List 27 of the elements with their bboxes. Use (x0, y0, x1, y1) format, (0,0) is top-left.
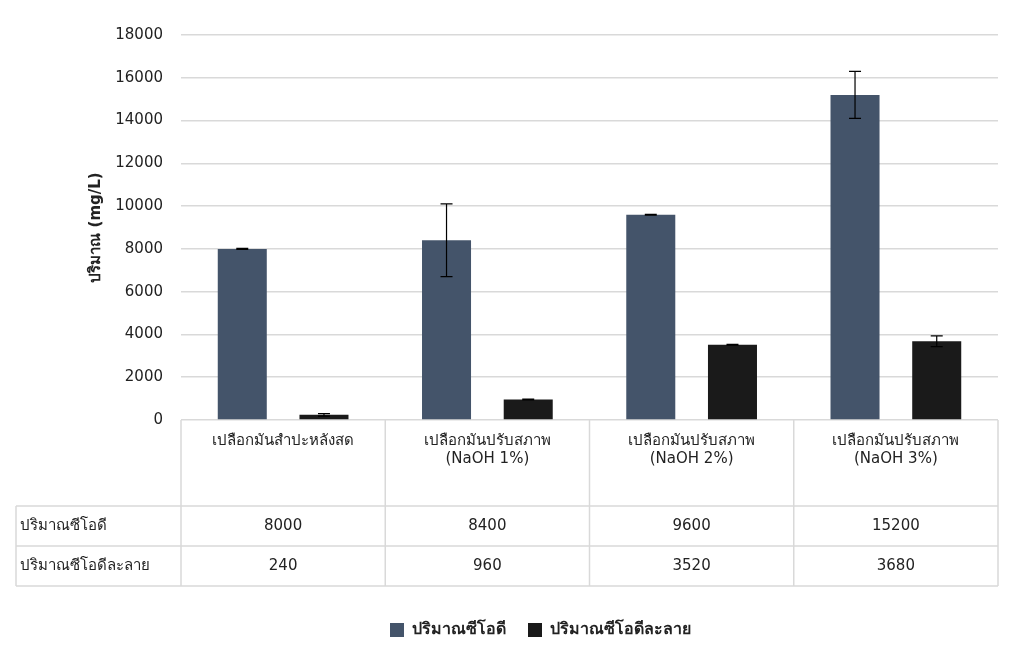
y-tick-label: 18000 (115, 24, 163, 43)
data-label: 960 (473, 555, 502, 574)
data-label: 3520 (672, 555, 711, 574)
data-label: 8400 (468, 515, 507, 534)
x-tick-label: เปลือกมันปรับสภาพ (NaOH 1%) (423, 430, 551, 467)
y-tick-label: 16000 (115, 67, 163, 86)
y-tick-label: 8000 (124, 238, 163, 257)
y-axis-title: ปริมาณ (mg/L) (85, 172, 104, 283)
y-tick-label: 14000 (115, 110, 163, 129)
text: ปริมาณซีโอดีละลาย (20, 555, 150, 574)
legend-label: ปริมาณซีโอดีละลาย (550, 618, 691, 639)
y-tick-label: 10000 (115, 196, 163, 214)
y-tick-label: 6000 (124, 281, 163, 300)
y-tick-label: 4000 (124, 324, 163, 343)
x-tick-label: เปลือกมันปรับสภาพ (NaOH 2%) (628, 430, 756, 467)
data-label: 240 (268, 555, 298, 574)
x-tick-label: เปลือกมันปรับสภาพ (NaOH 3%) (832, 430, 960, 467)
y-tick-label: 2000 (124, 367, 163, 386)
data-label: 15200 (872, 515, 920, 534)
data-label: 9600 (672, 515, 711, 534)
data-label: 3680 (876, 555, 915, 574)
x-tick-label: เปลือกมันสำปะหลังสด (212, 430, 355, 449)
legend-label: ปริมาณซีโอดี (412, 618, 506, 639)
y-tick-label: 12000 (115, 153, 163, 172)
data-label: 8000 (264, 515, 303, 534)
y-tick-label: 0 (153, 409, 163, 428)
text: ปริมาณซีโอดี (20, 515, 107, 534)
